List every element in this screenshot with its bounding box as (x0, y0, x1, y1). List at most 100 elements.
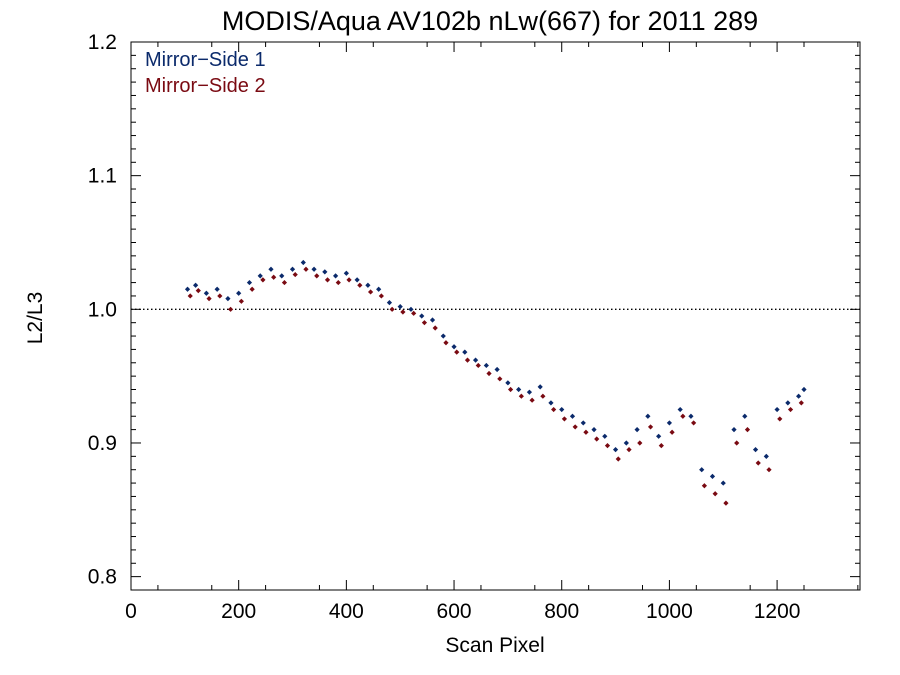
series-2 (187, 266, 804, 506)
data-point (680, 413, 686, 419)
data-point (752, 447, 759, 453)
data-point (279, 273, 285, 279)
data-point (612, 447, 619, 453)
plot-frame (130, 41, 861, 591)
data-point (408, 306, 414, 312)
data-point (497, 376, 503, 382)
data-point (734, 440, 740, 446)
data-point (744, 427, 751, 433)
data-point (184, 286, 191, 292)
x-tick-label: 1200 (754, 600, 801, 623)
data-point (346, 277, 352, 283)
data-point (367, 289, 374, 295)
data-point (669, 429, 675, 435)
y-tick-label: 1.0 (88, 298, 117, 321)
data-point (634, 427, 640, 433)
data-point (559, 406, 565, 413)
data-point (645, 413, 651, 419)
x-tick-label: 400 (329, 600, 364, 623)
data-point (454, 349, 460, 355)
data-point (397, 304, 403, 310)
data-point (271, 274, 277, 280)
data-point (429, 317, 436, 323)
data-point (236, 290, 242, 296)
data-point (322, 269, 328, 275)
data-point (742, 413, 748, 419)
x-tick-label: 800 (544, 600, 579, 623)
data-point (709, 473, 716, 479)
legend-entry: Mirror−Side 1 (145, 49, 266, 71)
data-point (311, 266, 317, 272)
data-point (314, 273, 320, 279)
data-point (376, 286, 382, 292)
data-point (774, 406, 780, 413)
data-point (658, 443, 664, 449)
data-point (432, 325, 438, 331)
data-point (260, 277, 266, 283)
data-point (332, 273, 339, 279)
data-point (688, 413, 694, 419)
data-point (647, 424, 654, 430)
x-tick-label: 200 (221, 600, 256, 623)
data-point (569, 413, 576, 419)
data-point (666, 420, 673, 426)
data-point (195, 288, 201, 294)
data-point (766, 467, 772, 473)
y-tick-label: 1.2 (88, 31, 117, 54)
data-point (257, 273, 263, 279)
data-point (225, 296, 231, 302)
data-point (268, 266, 274, 272)
data-point (249, 286, 255, 292)
data-point (203, 290, 209, 296)
data-point (486, 370, 492, 377)
data-point (777, 416, 783, 422)
data-point (787, 406, 794, 413)
data-point (551, 406, 557, 413)
y-tick-label: 1.1 (88, 165, 117, 188)
data-point (785, 400, 791, 406)
data-point (626, 447, 632, 453)
data-point (440, 333, 446, 339)
y-axis-label: L2/L3 (24, 292, 47, 345)
data-point (354, 277, 360, 283)
data-point (443, 340, 449, 346)
x-tick-label: 600 (437, 600, 472, 623)
data-point (677, 406, 683, 413)
data-point (238, 298, 244, 304)
data-point (389, 306, 395, 312)
data-point (324, 277, 331, 283)
data-point (386, 300, 393, 306)
data-point (343, 270, 349, 276)
data-point (731, 427, 737, 433)
data-point (580, 420, 586, 426)
data-point (602, 433, 608, 439)
data-point (591, 427, 597, 433)
plot-area: 0 200 400 600 800 1000 1200 0.8 0.9 1.0 1.1 1.2 (88, 31, 861, 623)
data-point (483, 362, 489, 369)
data-point (594, 436, 600, 442)
data-point (462, 349, 468, 355)
x-tick-label: 1000 (646, 600, 693, 623)
data-point (507, 386, 514, 393)
data-point (451, 344, 457, 350)
data-point (540, 393, 546, 399)
data-point (537, 384, 543, 390)
x-axis-label: Scan Pixel (445, 634, 544, 657)
data-point (300, 259, 306, 266)
data-point (419, 313, 425, 319)
legend: Mirror−Side 1 Mirror−Side 2 (145, 49, 266, 97)
data-point (561, 416, 568, 422)
y-tick-label: 0.9 (88, 432, 117, 455)
series-1 (184, 259, 807, 486)
data-point (464, 357, 471, 363)
data-point (604, 443, 611, 449)
data-point (526, 389, 533, 395)
data-point (475, 362, 481, 369)
data-point (505, 380, 511, 386)
data-point (723, 500, 729, 506)
data-point (755, 460, 761, 466)
data-point (421, 320, 428, 326)
data-point (292, 271, 298, 278)
data-point (335, 279, 341, 286)
